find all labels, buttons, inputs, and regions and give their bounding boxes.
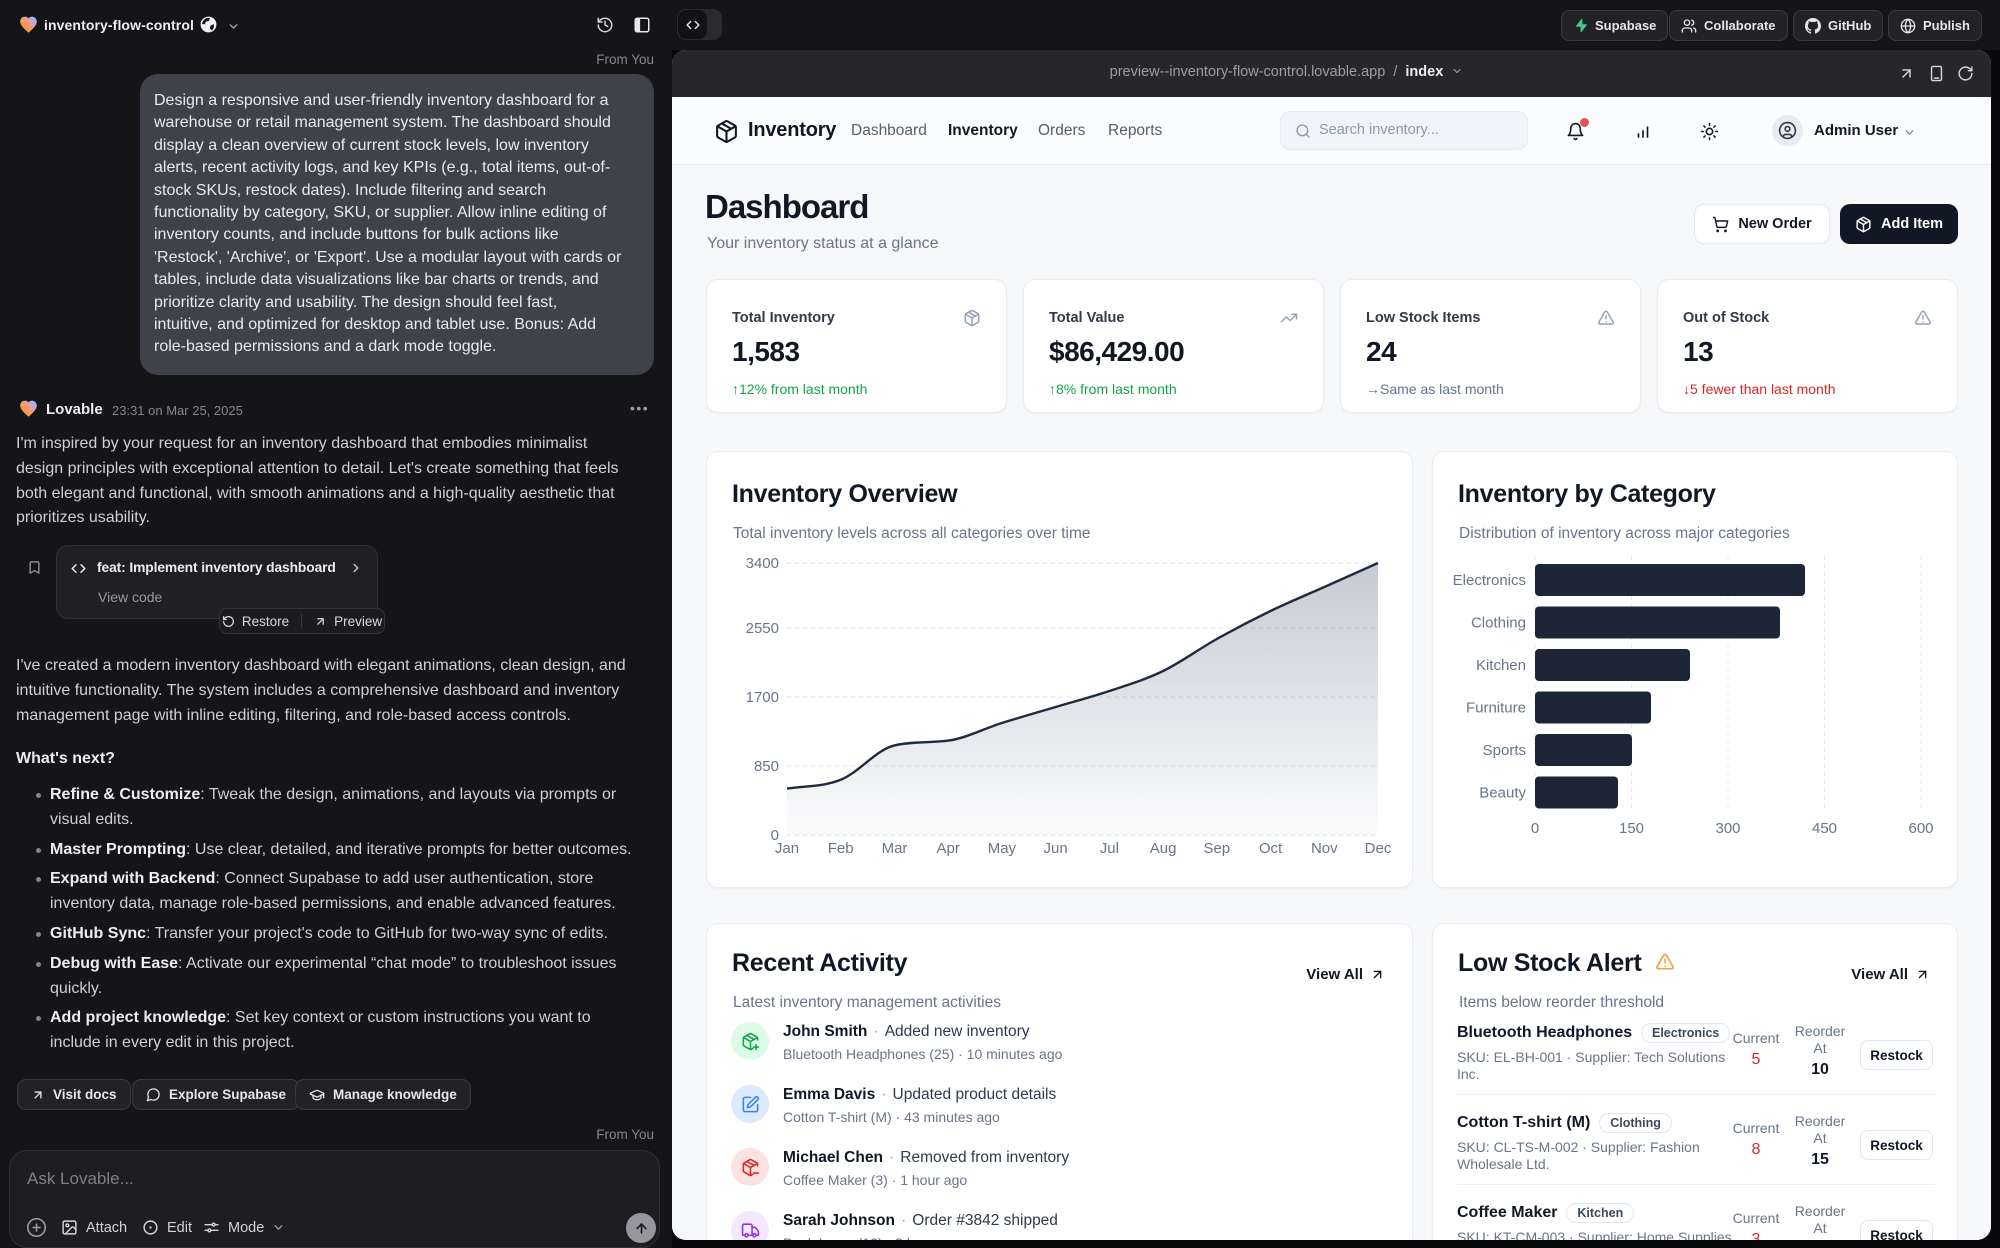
svg-text:850: 850 — [754, 758, 779, 775]
svg-text:Jan: Jan — [775, 840, 799, 857]
svg-text:450: 450 — [1812, 820, 1837, 837]
svg-text:0: 0 — [771, 827, 779, 844]
svg-text:0: 0 — [1531, 820, 1539, 837]
svg-text:Feb: Feb — [828, 840, 854, 857]
svg-text:Kitchen: Kitchen — [1476, 657, 1526, 674]
svg-text:Dec: Dec — [1365, 840, 1392, 857]
svg-text:300: 300 — [1715, 820, 1740, 837]
svg-text:Furniture: Furniture — [1466, 700, 1526, 717]
svg-text:Jun: Jun — [1044, 840, 1068, 857]
svg-text:Mar: Mar — [882, 840, 908, 857]
svg-text:150: 150 — [1619, 820, 1644, 837]
svg-text:Electronics: Electronics — [1453, 572, 1526, 589]
svg-text:Nov: Nov — [1311, 840, 1338, 857]
svg-text:Sep: Sep — [1203, 840, 1230, 857]
svg-text:1700: 1700 — [746, 689, 779, 706]
svg-text:Aug: Aug — [1150, 840, 1177, 857]
svg-text:Clothing: Clothing — [1471, 615, 1526, 632]
svg-text:May: May — [988, 840, 1017, 857]
svg-text:Jul: Jul — [1100, 840, 1119, 857]
svg-text:3400: 3400 — [746, 555, 779, 572]
svg-text:Sports: Sports — [1483, 742, 1526, 759]
svg-text:Apr: Apr — [937, 840, 960, 857]
svg-text:Oct: Oct — [1259, 840, 1283, 857]
svg-text:600: 600 — [1908, 820, 1933, 837]
svg-text:2550: 2550 — [746, 620, 779, 637]
svg-text:Beauty: Beauty — [1479, 785, 1526, 802]
